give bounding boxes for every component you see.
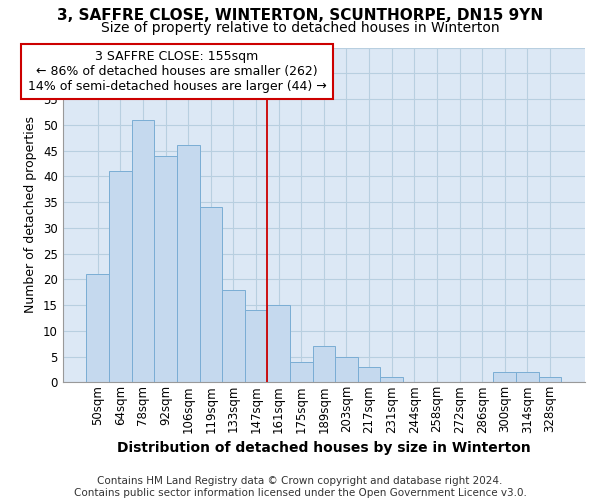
Bar	[177, 146, 200, 382]
Bar	[200, 207, 222, 382]
Bar	[380, 377, 403, 382]
Text: Size of property relative to detached houses in Winterton: Size of property relative to detached ho…	[101, 21, 499, 35]
Bar	[358, 367, 380, 382]
Bar	[493, 372, 516, 382]
Text: 3 SAFFRE CLOSE: 155sqm
← 86% of detached houses are smaller (262)
14% of semi-de: 3 SAFFRE CLOSE: 155sqm ← 86% of detached…	[28, 50, 326, 93]
Bar	[109, 171, 131, 382]
Bar	[313, 346, 335, 383]
Bar	[539, 377, 561, 382]
Bar	[86, 274, 109, 382]
Bar	[245, 310, 268, 382]
Bar	[516, 372, 539, 382]
X-axis label: Distribution of detached houses by size in Winterton: Distribution of detached houses by size …	[117, 441, 531, 455]
Bar	[154, 156, 177, 382]
Text: 3, SAFFRE CLOSE, WINTERTON, SCUNTHORPE, DN15 9YN: 3, SAFFRE CLOSE, WINTERTON, SCUNTHORPE, …	[57, 8, 543, 22]
Bar	[335, 356, 358, 382]
Bar	[131, 120, 154, 382]
Bar	[268, 305, 290, 382]
Y-axis label: Number of detached properties: Number of detached properties	[25, 116, 37, 314]
Text: Contains HM Land Registry data © Crown copyright and database right 2024.
Contai: Contains HM Land Registry data © Crown c…	[74, 476, 526, 498]
Bar	[222, 290, 245, 382]
Bar	[290, 362, 313, 382]
